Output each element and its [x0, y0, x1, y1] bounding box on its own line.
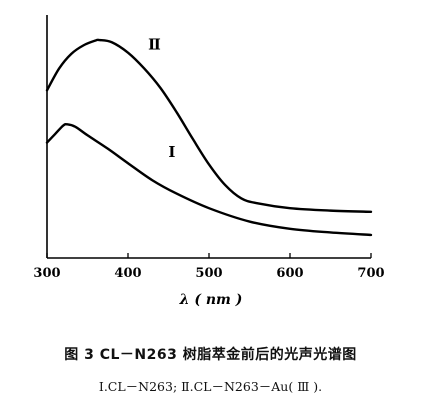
x-axis-label: λ ( nm )	[179, 292, 243, 308]
photoacoustic-spectrum-chart: 300 400 500 600 700 Ⅱ Ⅰ λ ( nm )	[33, 15, 385, 308]
x-tick-label: 500	[195, 266, 222, 281]
series-line-1	[45, 38, 373, 214]
x-tick-label: 700	[357, 266, 384, 281]
figure-caption-legend: Ⅰ.CL－N263; Ⅱ.CL－N263－Au( Ⅲ ).	[98, 379, 323, 394]
x-tick-label: 300	[33, 266, 60, 281]
series-line-2	[45, 123, 373, 237]
series-label-2: Ⅰ	[168, 143, 175, 161]
x-tick-label: 400	[114, 266, 141, 281]
figure-caption-title: 图 3 CL－N263 树脂萃金前后的光声光谱图	[64, 347, 357, 363]
x-tick-label: 600	[276, 266, 303, 281]
series-label-1: Ⅱ	[148, 35, 161, 53]
